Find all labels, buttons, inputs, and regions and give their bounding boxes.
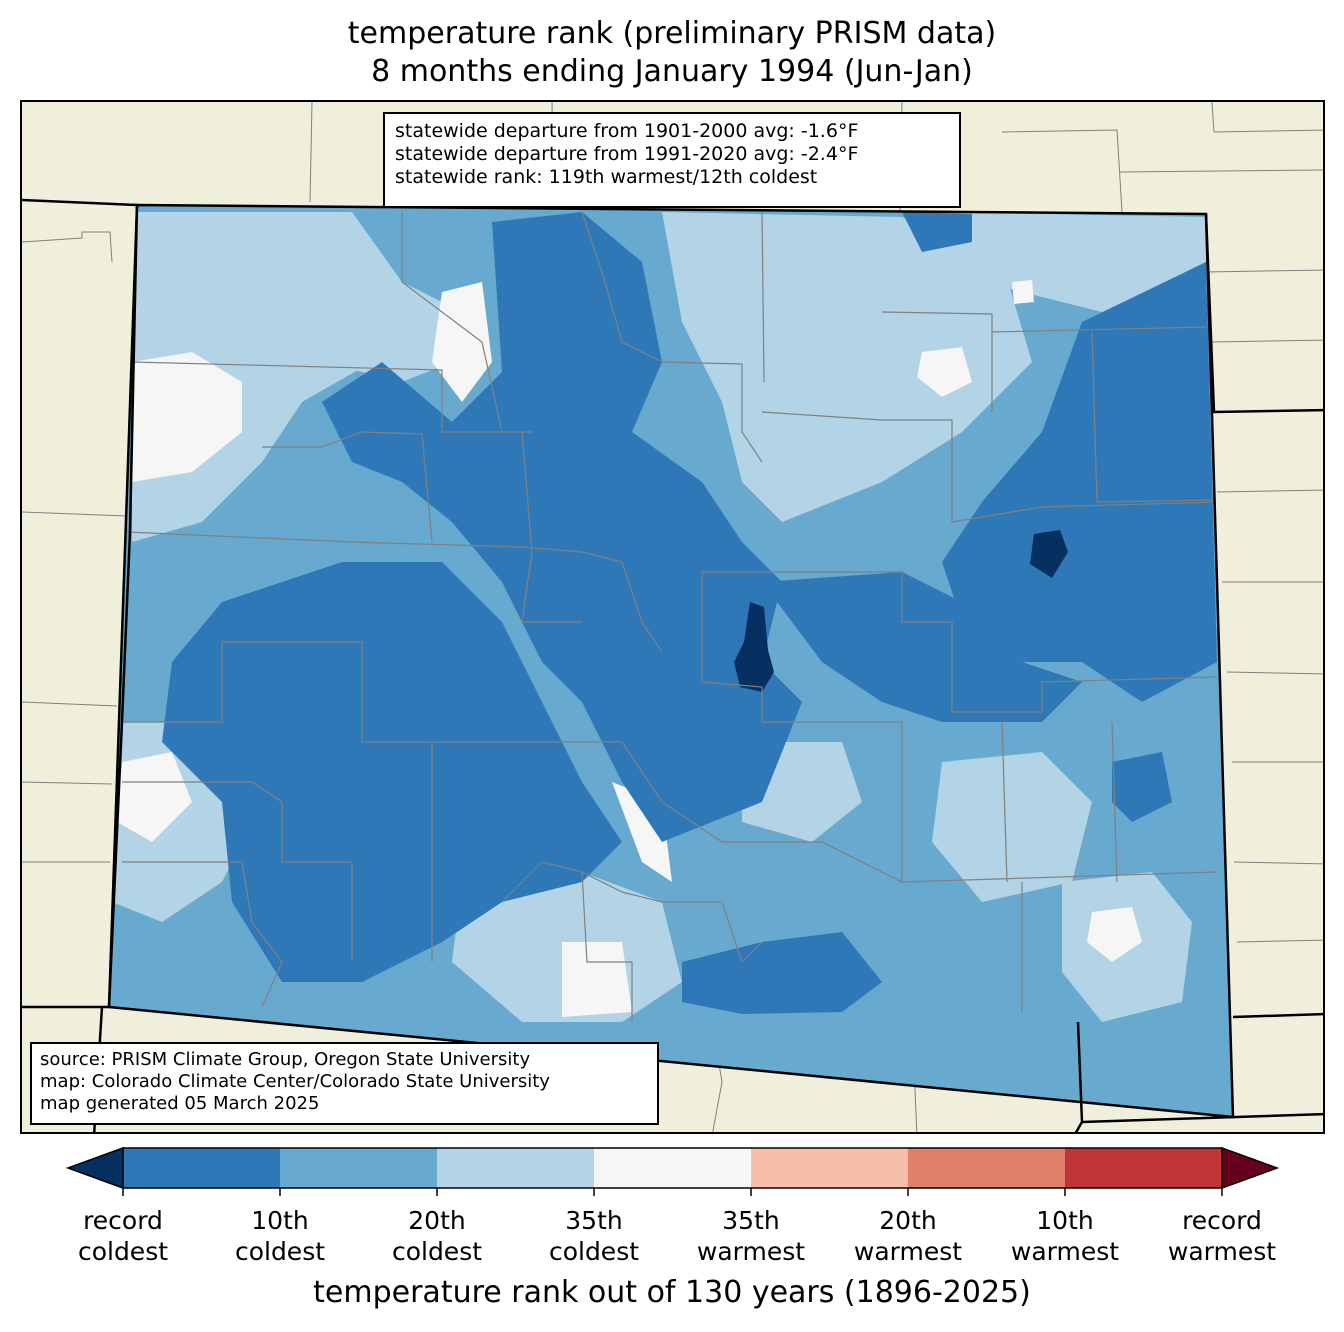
tick-label-line2: warmest	[1010, 1237, 1120, 1266]
tick-label-line1: 35th	[565, 1206, 623, 1235]
map-subtitle: 8 months ending January 1994 (Jun-Jan)	[371, 54, 973, 89]
colorbar-bin	[123, 1148, 281, 1188]
colorbar-bin	[751, 1148, 909, 1188]
colorbar-under-arrow	[65, 1146, 124, 1190]
colorbar-tick-label: 20th warmest	[828, 1205, 988, 1267]
tick-label-line1: 10th	[251, 1206, 309, 1235]
source-line-prism: source: PRISM Climate Group, Oregon Stat…	[40, 1049, 531, 1070]
tick-label-line2: coldest	[234, 1237, 326, 1266]
colorbar-tick-label: 35th warmest	[671, 1205, 831, 1267]
colorbar-tick-label: record coldest	[43, 1205, 203, 1267]
tick-label-line2: warmest	[853, 1237, 963, 1266]
colorbar-bin	[280, 1148, 438, 1188]
tick-label-line2: coldest	[77, 1237, 169, 1266]
colorbar-ticks	[122, 1188, 1223, 1196]
source-line-map: map: Colorado Climate Center/Colorado St…	[40, 1071, 550, 1092]
stats-line-rank: statewide rank: 119th warmest/12th colde…	[395, 166, 818, 188]
source-line-generated: map generated 05 March 2025	[40, 1093, 320, 1114]
colorbar-tick-label: 10th warmest	[985, 1205, 1145, 1267]
colorbar-bin	[594, 1148, 752, 1188]
colorbar-bins	[122, 1147, 1223, 1189]
statewide-stats-box: statewide departure from 1901-2000 avg: …	[383, 112, 961, 208]
source-box: source: PRISM Climate Group, Oregon Stat…	[30, 1042, 659, 1125]
tick-label-line1: record	[83, 1206, 163, 1235]
tick-label-line2: coldest	[548, 1237, 640, 1266]
tick-label-line1: record	[1182, 1206, 1262, 1235]
colorbar-tick-label: 10th coldest	[200, 1205, 360, 1267]
map-title: temperature rank (preliminary PRISM data…	[347, 16, 997, 51]
stats-line-1901-2000: statewide departure from 1901-2000 avg: …	[395, 120, 859, 142]
tick-label-line1: 20th	[879, 1206, 937, 1235]
tick-label-line2: warmest	[1167, 1237, 1277, 1266]
colorbar-bin	[908, 1148, 1066, 1188]
tick-label-line1: 35th	[722, 1206, 780, 1235]
tick-label-line2: warmest	[696, 1237, 806, 1266]
tick-label-line1: 20th	[408, 1206, 466, 1235]
colorbar-bin	[1065, 1148, 1223, 1188]
colorbar	[65, 1146, 1280, 1196]
colorbar-tick-label: 35th coldest	[514, 1205, 674, 1267]
stats-line-1991-2020: statewide departure from 1991-2020 avg: …	[395, 143, 859, 165]
colorbar-title: temperature rank out of 130 years (1896-…	[313, 1275, 1031, 1310]
county-lines	[122, 211, 1218, 1022]
rank-contours	[112, 212, 1217, 1022]
colorado-map	[22, 102, 1323, 1132]
colorbar-over-arrow	[1221, 1146, 1280, 1190]
colorbar-tick-label: 20th coldest	[357, 1205, 517, 1267]
tick-label-line1: 10th	[1036, 1206, 1094, 1235]
map-panel	[20, 100, 1325, 1134]
colorbar-bin	[437, 1148, 595, 1188]
tick-label-line2: coldest	[391, 1237, 483, 1266]
neighbor-county-lines	[22, 102, 1323, 1132]
colorbar-tick-label: record warmest	[1142, 1205, 1302, 1267]
